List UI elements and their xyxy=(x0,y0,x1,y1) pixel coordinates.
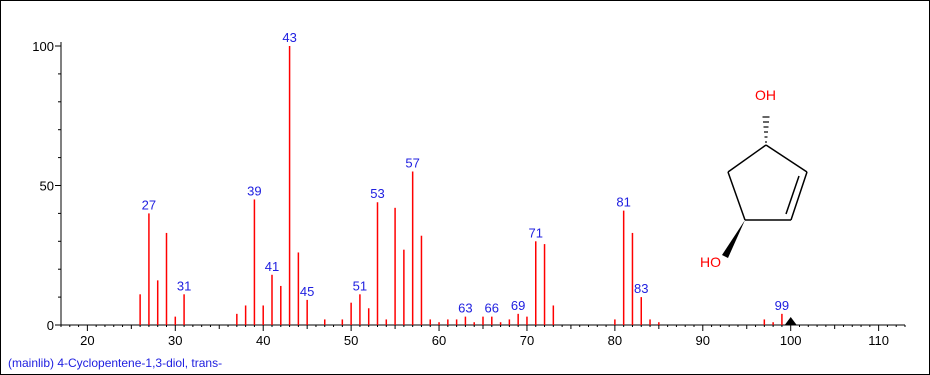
x-tick-label: 110 xyxy=(868,333,889,348)
peaks xyxy=(139,46,792,325)
x-tick-label: 100 xyxy=(780,333,802,348)
molecule-structure: OH HO xyxy=(700,87,808,270)
y-ticks: 0 50 100 xyxy=(32,39,61,333)
peak-label: 69 xyxy=(511,298,525,313)
x-tick-label: 40 xyxy=(256,333,270,348)
compound-caption: (mainlib) 4-Cyclopentene-1,3-diol, trans… xyxy=(8,356,223,370)
solid-wedge-bond xyxy=(722,220,745,258)
ring-bond xyxy=(727,171,746,221)
y-tick-label: 50 xyxy=(40,179,54,194)
x-tick-label: 50 xyxy=(344,333,358,348)
peak-label: 45 xyxy=(300,284,314,299)
peak-label: 53 xyxy=(370,186,384,201)
x-ticks: 20 30 40 50 60 70 80 90 100 110 xyxy=(60,325,906,348)
ring-double-bond-inner xyxy=(785,175,800,215)
peak-label: 66 xyxy=(485,301,499,316)
hashed-wedge-bond xyxy=(762,116,770,143)
peak-label: 57 xyxy=(405,156,419,171)
oh-top-label: OH xyxy=(755,87,776,103)
x-tick-label: 80 xyxy=(608,333,622,348)
peak-label: 51 xyxy=(353,278,367,293)
peak-label: 83 xyxy=(634,281,648,296)
x-tick-label: 90 xyxy=(696,333,710,348)
x-tick-label: 70 xyxy=(520,333,534,348)
peak-label: 43 xyxy=(282,30,296,45)
x-tick-label: 30 xyxy=(168,333,182,348)
ring-bond xyxy=(765,144,808,173)
peak-label: 41 xyxy=(265,259,279,274)
peak-label: 31 xyxy=(177,278,191,293)
triangle-marker-icon xyxy=(784,317,797,325)
x-tick-label: 20 xyxy=(80,333,94,348)
peak-label: 63 xyxy=(458,301,472,316)
peak-label: 27 xyxy=(142,197,156,212)
peak-label: 71 xyxy=(529,225,543,240)
oh-bottom-label: HO xyxy=(700,254,721,270)
ring-bond xyxy=(727,144,767,173)
ring-double-bond xyxy=(790,171,808,221)
peak-label: 39 xyxy=(247,183,261,198)
peak-label: 99 xyxy=(775,298,789,313)
x-tick-label: 60 xyxy=(432,333,446,348)
peak-label: 81 xyxy=(616,195,630,210)
y-tick-label: 0 xyxy=(47,318,54,333)
y-tick-label: 100 xyxy=(32,39,54,54)
peak-labels: 27 31 39 41 43 45 51 53 57 63 66 69 71 81 83 99 xyxy=(142,30,789,316)
